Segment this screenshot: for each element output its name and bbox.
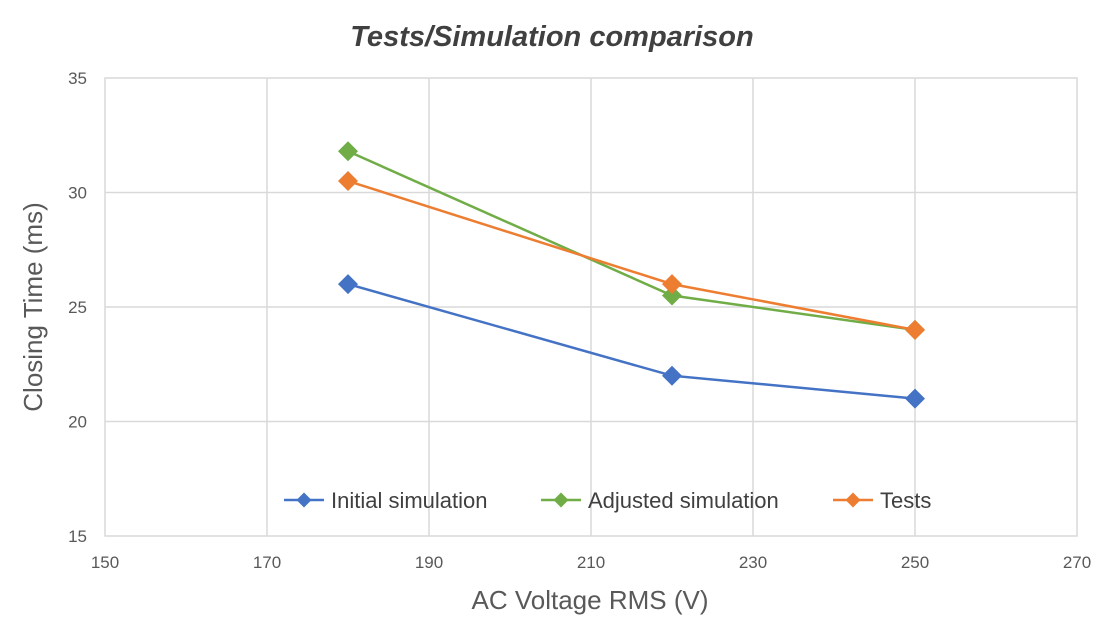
data-point-marker <box>338 171 358 192</box>
legend-marker <box>296 492 312 508</box>
data-point-marker <box>338 141 358 162</box>
chart-title: Tests/Simulation comparison <box>350 21 753 53</box>
x-tick-label: 250 <box>901 553 929 572</box>
x-tick-label: 230 <box>739 553 767 572</box>
plot-frame <box>104 77 1078 537</box>
legend-label: Adjusted simulation <box>588 488 779 513</box>
legend-marker <box>845 492 861 508</box>
series-0 <box>338 274 925 409</box>
y-tick-label: 30 <box>68 184 87 203</box>
series-line <box>347 150 916 332</box>
data-point-marker <box>662 365 682 386</box>
legend-item: Tests <box>833 488 931 513</box>
data-point-marker <box>662 285 682 306</box>
x-tick-label: 210 <box>577 553 605 572</box>
grid-layer <box>104 77 1078 537</box>
data-point-marker <box>905 388 925 409</box>
series-1 <box>338 141 925 340</box>
x-tick-label: 170 <box>253 553 281 572</box>
x-tick-label: 190 <box>415 553 443 572</box>
y-tick-label: 35 <box>68 69 87 88</box>
x-tick-label: 270 <box>1063 553 1091 572</box>
legend-item: Initial simulation <box>284 488 488 513</box>
legend-item: Adjusted simulation <box>541 488 779 513</box>
tick-layer: 150 170 190 210 230 250 270 15 20 25 30 35 <box>68 69 1091 572</box>
legend: Initial simulation Adjusted simulation Tes… <box>284 488 931 513</box>
series-2 <box>338 171 925 340</box>
data-point-marker <box>905 319 925 340</box>
y-tick-label: 25 <box>68 298 87 317</box>
legend-marker <box>553 492 569 508</box>
y-axis-title: Closing Time (ms) <box>18 202 48 411</box>
y-tick-label: 20 <box>68 413 87 432</box>
series-layer <box>338 141 925 409</box>
series-line <box>347 282 916 400</box>
legend-label: Tests <box>880 488 931 513</box>
legend-label: Initial simulation <box>331 488 488 513</box>
data-point-marker <box>662 274 682 295</box>
data-point-marker <box>338 274 358 295</box>
x-axis-title: AC Voltage RMS (V) <box>472 585 709 615</box>
y-tick-label: 15 <box>68 527 87 546</box>
x-tick-label: 150 <box>91 553 119 572</box>
